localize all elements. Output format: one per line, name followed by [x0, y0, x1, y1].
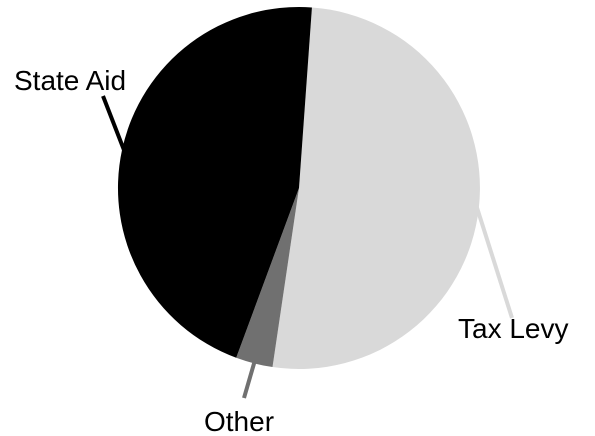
slice-labels: Tax Levy Other State Aid — [14, 65, 569, 436]
pie-slice-other — [236, 188, 299, 368]
leader-line-other — [242, 360, 257, 399]
slice-label-tax-levy: Tax Levy — [458, 313, 569, 344]
leader-line-state-aid — [101, 95, 126, 151]
leader-line-tax-levy — [475, 206, 514, 319]
slice-label-other: Other — [204, 406, 274, 436]
pie-slices — [117, 6, 480, 369]
pie-slice-state-aid — [117, 6, 312, 358]
slice-label-state-aid: State Aid — [14, 65, 126, 96]
pie-slice-tax-levy — [272, 7, 480, 369]
leader-lines — [101, 95, 514, 399]
